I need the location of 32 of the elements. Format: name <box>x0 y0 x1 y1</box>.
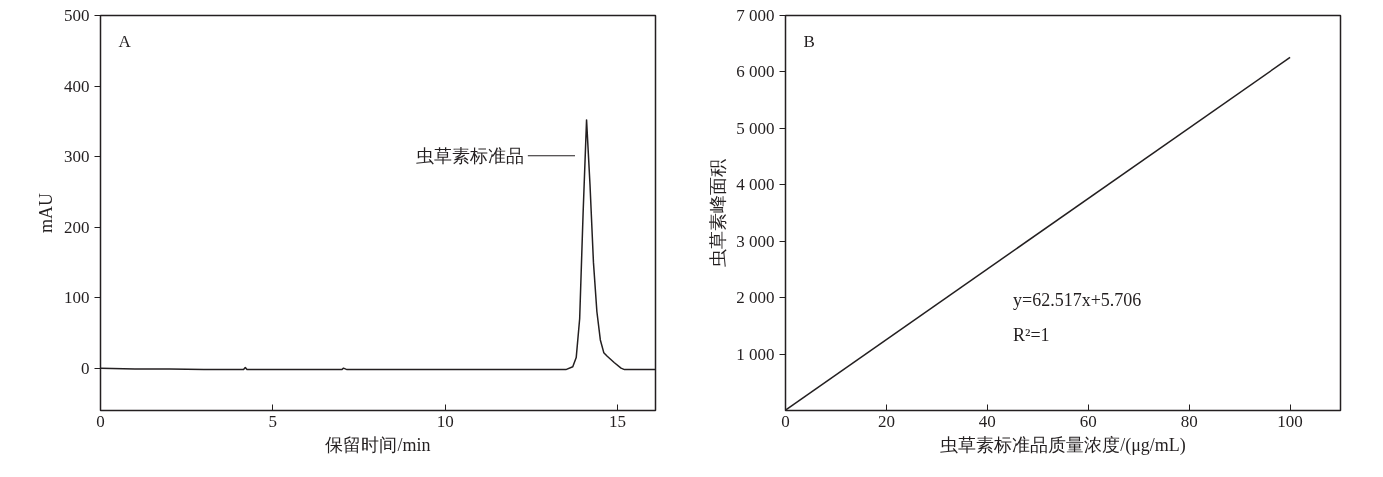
y-tick-label: 7 000 <box>736 6 775 25</box>
x-tick-label: 100 <box>1277 411 1303 431</box>
y-tick-label: 4 000 <box>736 175 775 195</box>
x-tick-label: 60 <box>1079 411 1097 431</box>
y-tick-label: 3 000 <box>736 231 775 251</box>
y-tick-label: 5 000 <box>736 118 775 138</box>
x-tick-label: 40 <box>978 411 996 431</box>
annotation: R²=1 <box>1013 325 1050 346</box>
y-tick-label: 200 <box>64 217 90 237</box>
x-tick-label: 80 <box>1180 411 1198 431</box>
y-tick-label: 2 000 <box>736 288 775 308</box>
y-tick-label: 100 <box>64 288 90 308</box>
y-axis-title: mAU <box>36 193 56 233</box>
x-tick-label: 20 <box>877 411 895 431</box>
y-tick-label: 6 000 <box>736 62 775 82</box>
x-tick-label: 0 <box>96 411 105 431</box>
x-tick-label: 5 <box>268 411 278 431</box>
annotation: B <box>803 31 815 51</box>
annotation: A <box>118 31 132 51</box>
y-axis-title: 虫草素峰面积 <box>708 159 729 267</box>
annotation: y=62.517x+5.706 <box>1013 289 1142 310</box>
x-axis-title: 保留时间/min <box>325 434 431 455</box>
y-tick-label: 0 <box>81 358 90 378</box>
x-tick-label: 15 <box>609 411 627 431</box>
annotation: 虫草素标准品 <box>415 145 524 166</box>
x-axis-title: 虫草素标准品质量浓度/(μg/mL) <box>940 434 1186 456</box>
x-tick-label: 0 <box>781 411 790 431</box>
y-tick-label: 400 <box>64 76 90 96</box>
y-tick-label: 300 <box>64 147 90 167</box>
x-tick-label: 10 <box>436 411 454 431</box>
y-tick-label: 1 000 <box>736 344 775 364</box>
y-tick-label: 500 <box>64 6 90 25</box>
